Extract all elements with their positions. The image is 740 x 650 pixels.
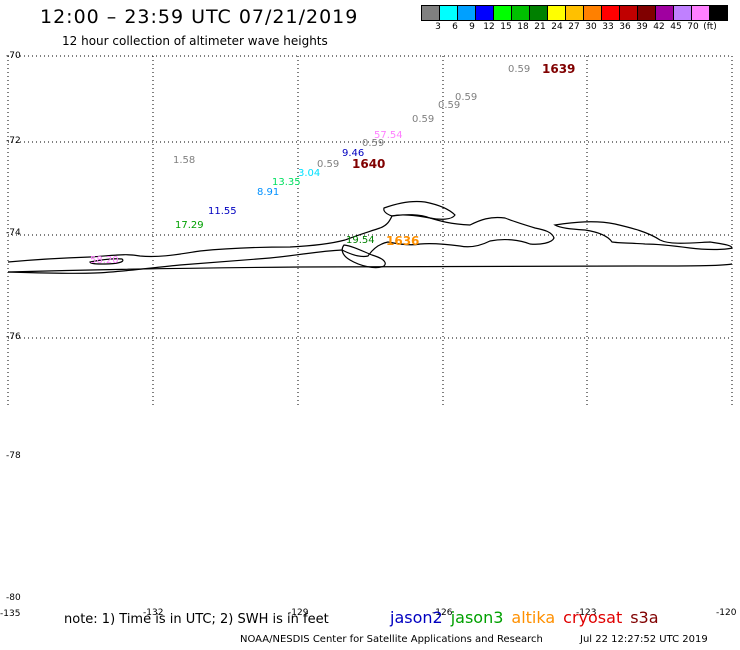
color-swatch [458,5,476,21]
coastline [7,200,733,275]
color-scale-tick: 36 [619,22,631,32]
lat-label-76: -76 [6,332,21,342]
lat-label-70: -70 [6,51,21,61]
lon-label-126: -126 [432,608,453,618]
color-scale-tick: 9 [469,22,475,32]
wave-value: 8.91 [257,187,280,198]
color-swatch [656,5,674,21]
color-scale-tick: 27 [568,22,580,32]
color-scale-tick: 6 [452,22,458,32]
wave-value: 17.29 [175,220,204,231]
wave-value: 0.59 [362,138,385,149]
color-scale-tick: 15 [500,22,512,32]
color-scale-tick: 42 [653,22,665,32]
color-swatch [674,5,692,21]
wave-value: 3.04 [298,168,321,179]
color-swatch [476,5,494,21]
color-swatch [584,5,602,21]
color-swatch [440,5,458,21]
legend-jason3: jason3 [450,608,504,627]
color-scale-tick: 45 [670,22,682,32]
color-swatch [692,5,710,21]
color-scale-tick: 33 [602,22,614,32]
wave-value: 11.55 [208,206,237,217]
map-title: 12:00 – 23:59 UTC 07/21/2019 [40,6,359,28]
wave-value: 0.59 [455,92,478,103]
lat-label-74: -74 [6,228,21,238]
color-scale-tick: 12 [483,22,495,32]
pass-time-label: 1639 [542,62,576,76]
pass-time-label: 1640 [352,157,386,171]
wave-value: 0.59 [317,159,340,170]
color-swatch [710,5,728,21]
lat-label-80: -80 [6,593,21,603]
legend-s3a: s3a [630,608,659,627]
color-scale-tick: 21 [534,22,546,32]
wave-value: 58.20 [90,255,119,266]
color-scale-tick: 30 [585,22,597,32]
credit-line: NOAA/NESDIS Center for Satellite Applica… [240,634,543,645]
color-swatch [548,5,566,21]
map-subtitle: 12 hour collection of altimeter wave hei… [62,34,328,48]
lon-label-123: -123 [576,608,597,618]
generated-timestamp: Jul 22 12:27:52 UTC 2019 [580,634,708,645]
color-scale-tick: 24 [551,22,563,32]
wave-value: 1.58 [173,155,196,166]
lon-label-129: -129 [288,608,309,618]
color-swatch [421,5,440,21]
color-scale-tick: (ft) [703,22,717,32]
color-scale-tick: 70 [687,22,699,32]
color-swatch [638,5,656,21]
color-swatch [620,5,638,21]
satellite-legend: jason2 jason3 altika cryosat s3a [390,608,659,627]
lat-label-78: -78 [6,451,21,461]
pass-time-label: 1636 [386,234,420,248]
wave-value: 13.35 [272,177,301,188]
footer-note: note: 1) Time is in UTC; 2) SWH is in fe… [64,612,329,627]
color-swatch [566,5,584,21]
wave-value: 0.59 [438,100,461,111]
graticule [7,55,733,408]
wave-value: 0.59 [508,64,531,75]
lat-label-72: -72 [6,136,21,146]
wave-value: 19.54 [346,235,375,246]
legend-jason2: jason2 [390,608,443,627]
wave-value: 9.46 [342,148,365,159]
color-swatch [530,5,548,21]
color-scale-tick: 39 [636,22,648,32]
color-scale-bar [421,5,728,21]
lon-label-132: -132 [143,608,164,618]
lon-label-135: -135 [0,609,21,619]
legend-altika: altika [511,608,556,627]
color-swatch [512,5,530,21]
legend-cryosat: cryosat [563,608,623,627]
wave-value: 57.54 [374,130,403,141]
color-scale-tick: 18 [517,22,529,32]
color-swatch [494,5,512,21]
wave-value: 0.59 [412,114,435,125]
color-swatch [602,5,620,21]
lon-label-120: -120 [716,608,737,618]
color-scale-tick: 3 [435,22,441,32]
